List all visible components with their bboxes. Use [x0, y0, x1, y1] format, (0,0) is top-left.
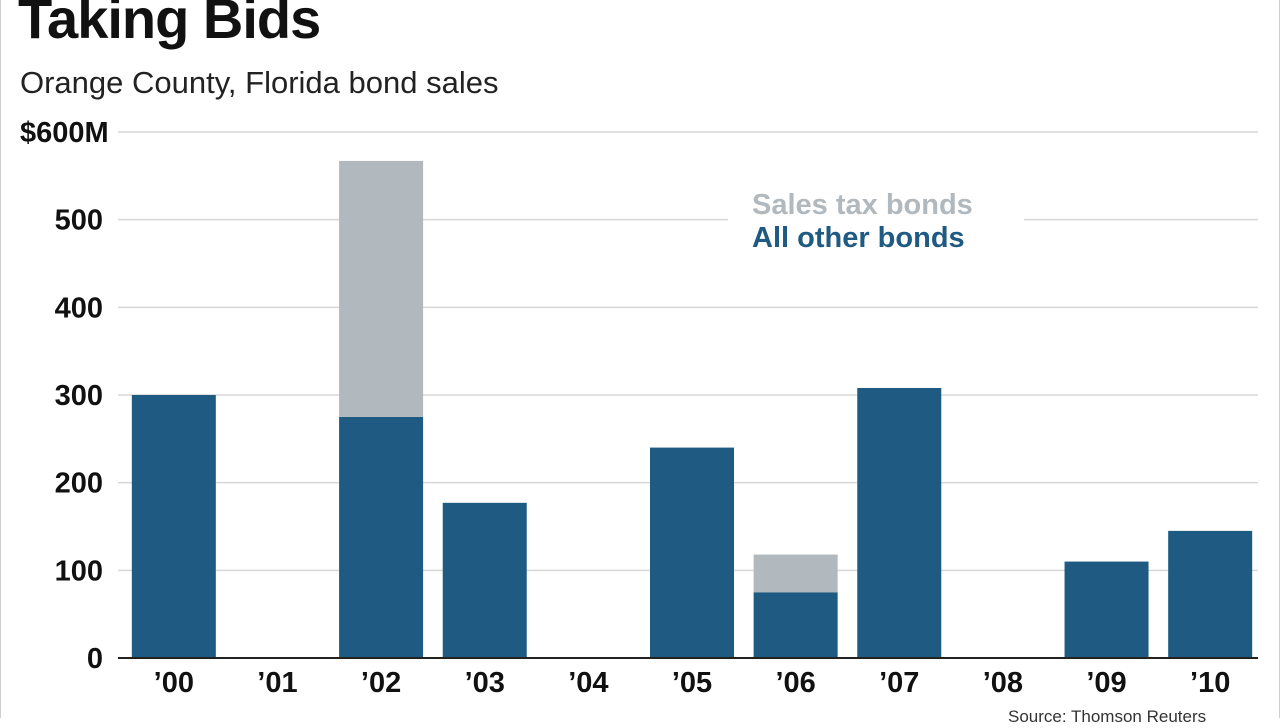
x-tick-label: ’01 — [257, 667, 297, 699]
bars — [131, 160, 1253, 658]
bar-all-other-bonds — [753, 592, 838, 658]
x-axis-tick-labels: ’00 ’01 ’02 ’03 ’04 ’05 ’06 ’07 ’08 ’09 ’10 — [154, 667, 1231, 699]
x-tick-label: ’10 — [1190, 667, 1230, 699]
x-tick-label: ’03 — [465, 667, 505, 699]
chart-title: Taking Bids — [18, 0, 321, 50]
y-axis-tick-labels: 0 100 200 300 400 500 $600M — [20, 117, 109, 675]
source-note: Source: Thomson Reuters — [1008, 707, 1207, 726]
x-tick-label: ’08 — [983, 667, 1023, 699]
bar-all-other-bonds — [442, 502, 527, 658]
bar-all-other-bonds — [1168, 530, 1253, 658]
x-tick-label: ’04 — [568, 667, 608, 699]
x-tick-label: ’06 — [775, 667, 815, 699]
x-tick-label: ’05 — [672, 667, 712, 699]
x-tick-label: ’00 — [154, 667, 194, 699]
bar-all-other-bonds — [857, 387, 942, 658]
legend-sales-tax-bonds: Sales tax bonds — [752, 189, 973, 221]
y-tick-label: 400 — [55, 292, 103, 324]
y-tick-label: 100 — [55, 555, 103, 587]
legend-all-other-bonds: All other bonds — [752, 222, 965, 254]
bar-all-other-bonds — [1064, 561, 1149, 658]
x-tick-label: ’02 — [361, 667, 401, 699]
chart-subtitle: Orange County, Florida bond sales — [20, 65, 499, 100]
bar-sales-tax-bonds — [339, 160, 424, 417]
bar-all-other-bonds — [650, 447, 734, 658]
bar-all-other-bonds — [339, 416, 424, 658]
grid-lines — [118, 131, 1258, 572]
legend-background — [728, 186, 1024, 256]
x-tick-label: ’07 — [879, 667, 919, 699]
y-tick-label: 500 — [55, 205, 103, 237]
bar-all-other-bonds — [131, 395, 216, 658]
legend: Sales tax bonds All other bonds — [728, 186, 1024, 256]
bar-sales-tax-bonds — [753, 554, 838, 593]
y-tick-label: 300 — [55, 380, 103, 412]
y-tick-label: 0 — [87, 643, 103, 675]
y-tick-label: $600M — [20, 117, 109, 149]
x-tick-label: ’09 — [1086, 667, 1126, 699]
y-tick-label: 200 — [55, 468, 103, 500]
